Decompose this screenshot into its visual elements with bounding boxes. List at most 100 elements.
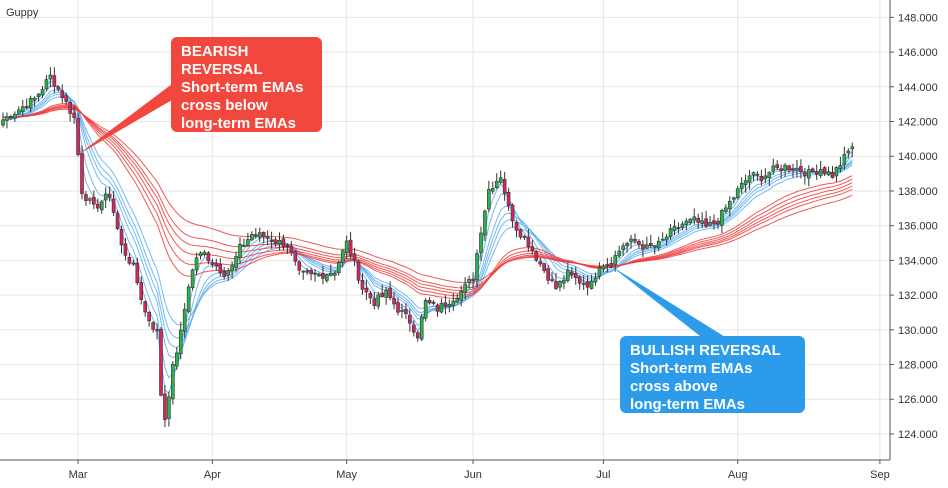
bullish-candle [167, 396, 171, 419]
bearish-candle [799, 166, 803, 173]
bearish-candle [107, 193, 112, 198]
bullish-reversal-callout: BULLISH REVERSAL Short-term EMAs cross a… [620, 336, 805, 413]
bearish-candle [222, 271, 226, 277]
bullish-candle [277, 240, 282, 245]
bullish-candle [735, 188, 740, 198]
bearish-candle [159, 328, 163, 396]
bullish-candle [680, 223, 685, 228]
bearish-candle [514, 222, 519, 231]
bullish-candle [202, 251, 207, 256]
callout-line: REVERSAL [181, 61, 263, 78]
bearish-candle [392, 298, 396, 305]
bullish-candle [743, 180, 748, 185]
bullish-candle [20, 106, 25, 113]
bearish-candle [676, 227, 681, 229]
long-term-ema-line [2, 105, 853, 294]
bearish-candle [163, 393, 167, 420]
bullish-candle [490, 188, 495, 192]
bullish-candle [175, 352, 179, 367]
axes: 124.000 126.000 128.000 130.000 132.000 134.0… [0, 0, 938, 481]
bearish-candle [546, 268, 550, 281]
bearish-candle [364, 287, 369, 293]
bearish-candle [380, 292, 385, 297]
y-tick-label: 130.000 [898, 325, 938, 337]
y-tick-label: 140.000 [898, 151, 938, 163]
bearish-candle [143, 301, 147, 313]
bullish-candle [672, 226, 677, 231]
bearish-candle [404, 309, 408, 314]
bearish-candle [297, 261, 302, 271]
bullish-candle [597, 267, 602, 277]
y-tick-label: 138.000 [898, 186, 938, 198]
bullish-candle [463, 283, 467, 293]
bearish-candle [443, 302, 448, 307]
bullish-candle [818, 169, 823, 176]
bullish-candle [846, 150, 851, 154]
bearish-candle [502, 179, 507, 194]
bearish-candle [518, 229, 523, 238]
bullish-candle [234, 256, 238, 268]
bearish-candle [510, 204, 515, 222]
bullish-candle [498, 177, 503, 183]
y-tick-label: 128.000 [898, 360, 938, 372]
bearish-candle [775, 164, 780, 168]
bearish-candle [206, 252, 211, 262]
bearish-candle [538, 261, 543, 265]
bearish-candle [76, 118, 80, 155]
bullish-candle [44, 79, 49, 89]
long-term-ema-line [2, 106, 853, 291]
bearish-candle [415, 332, 420, 339]
bearish-candle [696, 217, 701, 223]
bullish-candle [13, 113, 17, 119]
short-term-ema-line [2, 96, 853, 326]
long-term-ema-line [3, 104, 853, 297]
bearish-callout-pointer [78, 84, 172, 155]
chart-title: Guppy [6, 7, 39, 19]
bullish-candle [747, 175, 752, 183]
bullish-candle [459, 291, 464, 301]
callout-line: BULLISH REVERSAL [630, 342, 781, 359]
bullish-candle [605, 264, 610, 266]
bearish-candle [569, 271, 574, 275]
bullish-candle [601, 265, 606, 270]
bullish-candle [329, 272, 333, 276]
bearish-candle [309, 270, 313, 275]
bearish-candle [360, 279, 365, 290]
x-tick-label: Aug [728, 469, 748, 481]
bullish-candle [48, 74, 53, 80]
bullish-candle [739, 182, 744, 190]
bullish-candle [1, 119, 5, 126]
bearish-candle [218, 264, 223, 273]
bullish-candle [230, 265, 234, 272]
bullish-candle [483, 210, 487, 236]
bearish-candle [435, 304, 440, 312]
bullish-candle [660, 238, 665, 241]
bullish-candle [656, 240, 661, 249]
callout-line: long-term EMAs [181, 115, 297, 132]
bullish-candle [384, 289, 388, 298]
bearish-candle [56, 86, 61, 90]
bearish-candle [550, 279, 554, 281]
bullish-candle [257, 232, 262, 238]
bearish-candle [151, 322, 155, 330]
bearish-candle [293, 251, 298, 262]
bullish-candle [562, 280, 566, 284]
bearish-candle [155, 329, 159, 332]
bullish-candle [771, 165, 776, 172]
bullish-candle [763, 175, 768, 180]
bullish-candle [645, 244, 649, 249]
bullish-candle [250, 234, 254, 241]
bearish-candle [573, 273, 578, 278]
bearish-candle [273, 239, 278, 244]
bullish-candle [376, 294, 381, 307]
bullish-candle [182, 308, 187, 332]
bullish-candle [340, 250, 345, 263]
bearish-candle [388, 287, 392, 299]
bullish-candle [467, 279, 471, 283]
bearish-candle [577, 276, 582, 284]
bearish-candle [115, 213, 120, 229]
bearish-candle [803, 172, 807, 177]
bullish-candle [36, 93, 41, 97]
bearish-candle [648, 243, 653, 246]
bearish-candle [80, 153, 84, 195]
